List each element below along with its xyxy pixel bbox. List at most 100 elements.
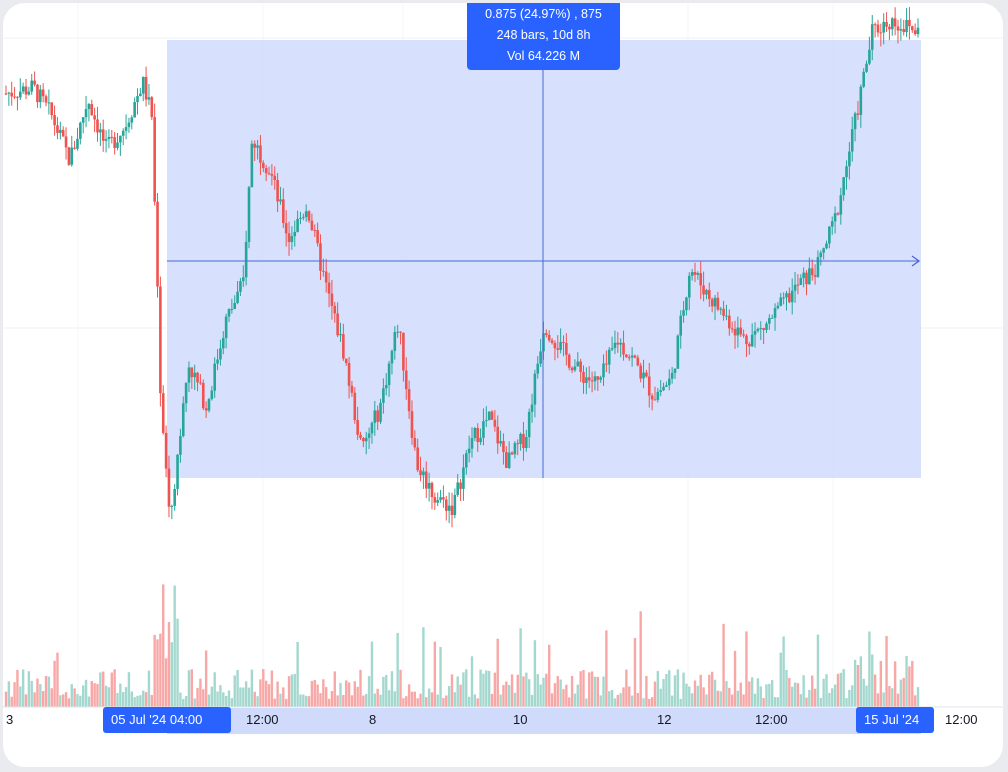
candle-body [313,230,317,232]
volume-bar [264,680,268,707]
candle-body [90,104,94,116]
volume-bar [593,676,597,707]
candle-body [247,187,251,242]
volume-bar [61,694,65,707]
candle-body [790,290,794,303]
volume-bar [885,635,888,707]
candle-body [190,367,194,378]
candle-body [536,363,540,374]
candle-body [702,285,705,295]
volume-bar [21,669,25,707]
candle-body [830,221,834,227]
volume-bar [299,694,302,707]
candle-body [382,388,385,403]
candle-body [479,437,482,443]
measure-volume: Vol 64.226 M [507,49,580,63]
volume-bar [333,671,336,707]
candle-body [599,377,602,380]
candle-body [107,136,111,140]
candle-body [104,139,108,141]
volume-bar [748,681,751,707]
volume-bar [196,687,199,707]
volume-bar [56,652,59,707]
candle-body [213,363,217,391]
volume-bar [822,678,825,707]
candle-body [516,443,520,445]
volume-bar [816,634,820,707]
volume-bar [247,687,251,707]
volume-bar [533,640,537,707]
volume-bar [710,671,714,707]
price-chart[interactable] [3,3,1003,767]
candle-body [327,282,331,294]
volume-bar [316,684,319,707]
volume-bar [359,669,362,707]
volume-bar [811,675,814,707]
candle-body [53,115,56,126]
candle-body [13,96,16,98]
volume-bar [176,618,179,707]
volume-bar [891,688,894,707]
volume-bar [433,641,437,707]
candle-body [159,286,162,394]
candle-body [547,334,551,341]
volume-bar [565,684,568,707]
volume-bar [230,698,234,707]
candle-body [181,403,185,437]
volume-bar [373,693,377,707]
volume-bar [705,694,708,707]
volume-bar [102,671,105,707]
volume-bar [599,695,602,707]
volume-bar [284,698,288,707]
candle-body [439,497,442,501]
volume-bar [522,676,525,707]
volume-bar [402,698,405,707]
volume-bar [476,698,479,707]
candle-body [822,248,825,253]
volume-bar [44,676,48,707]
volume-bar [853,659,857,707]
volume-bar [416,698,419,707]
candle-body [719,308,723,310]
volume-bar [848,689,851,707]
candle-body [359,434,362,438]
volume-bar [782,636,785,707]
candle-body [444,499,448,511]
candle-body [613,342,617,349]
volume-bar [202,689,205,707]
candle-body [130,117,134,123]
candle-body [387,363,391,386]
volume-bar [407,684,411,707]
candle-body [299,217,302,219]
volume-bar [290,674,294,707]
volume-bar [159,633,162,707]
candle-body [805,272,808,285]
candle-body [447,505,451,511]
candle-body [616,342,620,345]
volume-bar [173,585,176,707]
volume-bar [345,680,348,707]
volume-bar [808,689,811,707]
volume-bar [304,695,308,707]
volume-bar [653,681,657,707]
volume-bar [805,697,808,707]
volume-bar [7,681,11,707]
candle-body [513,443,517,455]
volume-bar [779,652,782,707]
volume-bar [124,687,128,707]
volume-bar [467,696,471,707]
volume-bar [430,692,434,707]
candle-body [825,243,828,249]
volume-bar [913,695,917,707]
candle-body [239,281,242,292]
volume-bar [871,654,874,707]
candle-body [442,497,445,500]
volume-bar [725,681,728,707]
volume-bar [76,694,79,707]
candle-body [728,315,731,329]
candle-body [290,236,294,243]
volume-bar [759,686,762,707]
volume-bar [425,697,428,707]
volume-bar [84,679,88,707]
volume-bar [765,684,768,707]
